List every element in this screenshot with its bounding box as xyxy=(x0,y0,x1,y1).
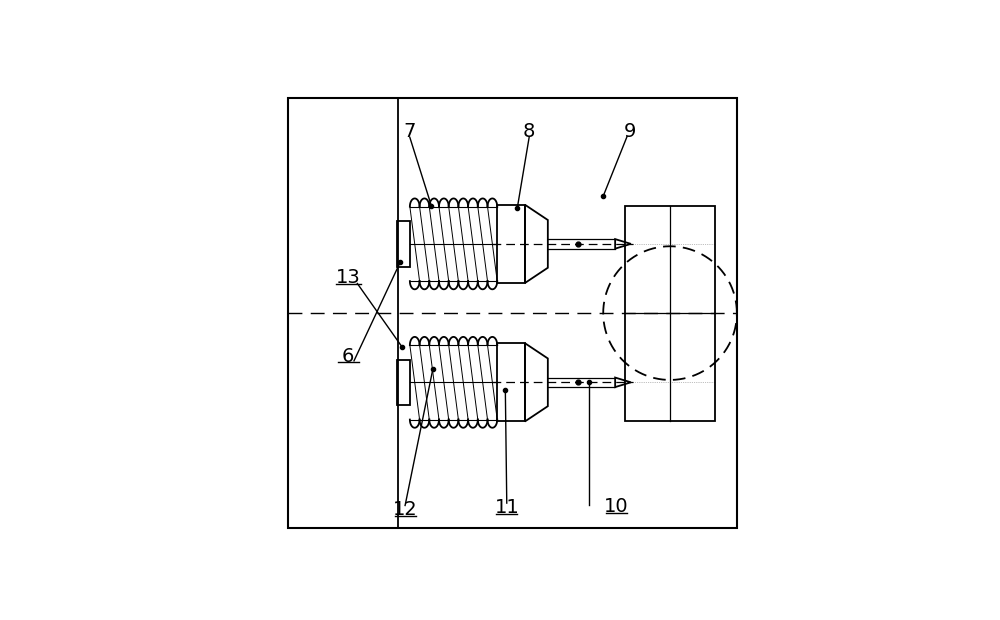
Text: 11: 11 xyxy=(494,498,519,517)
Text: 9: 9 xyxy=(623,122,636,141)
Text: 10: 10 xyxy=(604,497,629,516)
Text: 12: 12 xyxy=(393,500,417,520)
Text: 7: 7 xyxy=(404,122,416,141)
Text: 13: 13 xyxy=(335,268,360,287)
Text: 6: 6 xyxy=(342,347,354,366)
Text: 8: 8 xyxy=(523,122,535,141)
